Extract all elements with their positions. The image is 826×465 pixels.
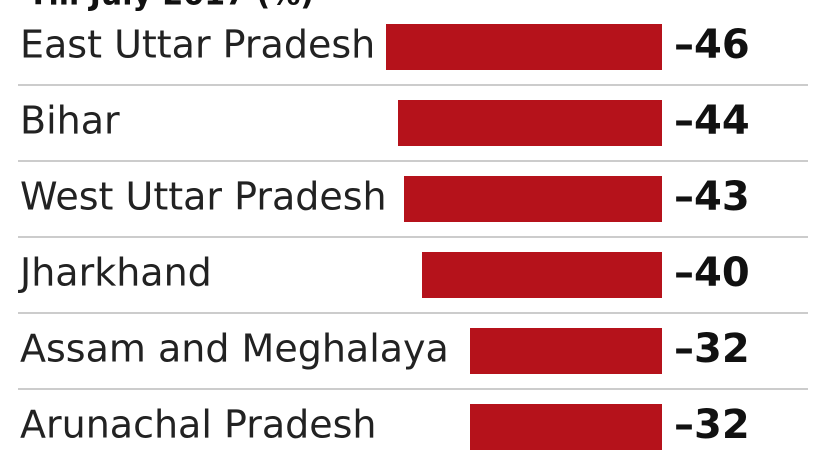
value-label: –32 <box>674 402 750 448</box>
bar <box>422 252 662 298</box>
bar <box>470 328 662 374</box>
value-label: –32 <box>674 326 750 372</box>
chart-title: Till July 2017 (%) <box>28 0 314 13</box>
bar <box>404 176 662 222</box>
category-label: East Uttar Pradesh <box>20 23 375 67</box>
category-label: Jharkhand <box>18 251 212 295</box>
bar <box>386 24 662 70</box>
category-label: West Uttar Pradesh <box>20 175 387 219</box>
value-label: –43 <box>674 174 750 220</box>
bar <box>470 404 662 450</box>
bar <box>398 100 662 146</box>
value-label: –40 <box>674 250 750 296</box>
category-label: Bihar <box>20 99 120 143</box>
category-label: Arunachal Pradesh <box>20 403 377 447</box>
value-label: –46 <box>674 22 750 68</box>
category-label: Assam and Meghalaya <box>20 327 449 371</box>
value-label: –44 <box>674 98 750 144</box>
